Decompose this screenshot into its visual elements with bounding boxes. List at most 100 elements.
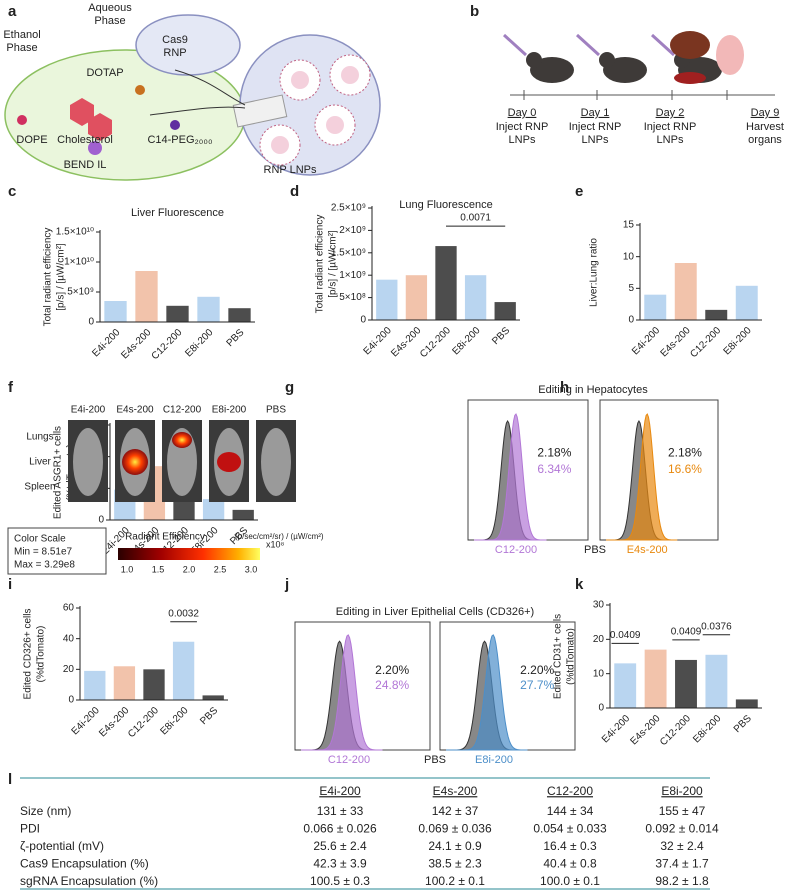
label: Phase	[6, 42, 37, 54]
table-cell: 32 ± 2.4	[660, 839, 704, 853]
treated-histogram	[446, 634, 528, 751]
x-tick-label: C12-200	[688, 325, 723, 360]
label: 1.5	[152, 564, 165, 574]
bar	[104, 301, 127, 322]
panel-label: l	[8, 771, 12, 788]
panel-label: f	[8, 379, 14, 396]
y-axis-label: Total radiant efficiency	[315, 215, 326, 314]
panel-label: g	[285, 379, 294, 396]
x-tick-label: PBS	[225, 327, 247, 349]
bar	[84, 670, 106, 700]
x-tick-label: E4i-200	[630, 325, 662, 357]
x-tick-label: C12-200	[150, 327, 185, 362]
label: Color Scale	[14, 534, 66, 545]
lung	[716, 35, 744, 75]
bar	[228, 308, 251, 322]
y-tick-label: 20	[63, 664, 75, 675]
table-cell: 0.069 ± 0.036	[418, 822, 492, 836]
lnp-core	[271, 136, 289, 154]
panel-label: d	[290, 183, 299, 200]
table-cell: 25.6 ± 2.4	[313, 839, 367, 853]
x-tick-label: PBS	[732, 713, 754, 735]
y-tick-label: 0	[98, 515, 104, 526]
panel-label: c	[8, 183, 16, 200]
panel-label: b	[470, 3, 479, 20]
bar	[202, 499, 225, 520]
scale-box	[7, 527, 107, 575]
table-cell: 100.0 ± 0.1	[540, 874, 600, 888]
label: C12-200	[328, 754, 370, 766]
table-cell: 24.1 ± 0.9	[428, 839, 482, 853]
signal	[122, 449, 148, 475]
syringe	[650, 33, 676, 57]
y-tick-label: 5	[628, 283, 634, 294]
y-tick-label: 0	[628, 315, 634, 326]
x-tick-label: PBS	[198, 705, 220, 727]
table-header: E4i-200	[319, 784, 361, 798]
row-label: PDI	[20, 822, 40, 836]
percent: 2.20%	[520, 663, 554, 677]
y-axis-label: Total radiant efficiency	[43, 228, 54, 327]
label: Lungs	[26, 432, 53, 443]
bar	[135, 271, 158, 322]
bar	[435, 246, 457, 320]
syringe	[502, 33, 528, 57]
y-tick-label: 1×10⁹	[339, 270, 366, 281]
y-axis-label: Edited ASGR1+ cells	[53, 426, 64, 519]
label: DOTAP	[86, 67, 123, 79]
y-tick-label: 40	[63, 633, 75, 644]
label: E4s-200	[116, 405, 154, 416]
bar	[405, 275, 428, 320]
bar	[166, 305, 189, 322]
table-cell: 100.2 ± 0.1	[425, 874, 485, 888]
panel-label: i	[8, 576, 12, 593]
label: 3.0	[245, 564, 258, 574]
table-cell: 0.066 ± 0.026	[303, 822, 377, 836]
label: E4i-200	[71, 405, 106, 416]
label: C14-PEG₂₀₀₀	[147, 134, 212, 146]
table-header: C12-200	[547, 784, 593, 798]
cholesterol	[70, 98, 112, 141]
label: Phase	[94, 15, 125, 27]
y-tick-label: 60	[63, 603, 75, 614]
y-axis-label: Edited CD326+ cells	[23, 609, 34, 700]
annotation: 0.0376	[701, 621, 732, 632]
histogram-frame	[294, 621, 431, 751]
colorbar	[118, 548, 260, 560]
percent: 2.18%	[537, 445, 571, 459]
y-tick-label: 5×10⁹	[67, 287, 94, 298]
x-tick-label: E8i-200	[691, 713, 723, 745]
label: LNPs	[582, 134, 609, 146]
label: Inject RNP	[496, 121, 549, 133]
y-axis-label: Liver:Lung ratio	[589, 238, 600, 307]
y-axis-label: [p/s] / [µW/cm²]	[328, 230, 339, 298]
liver	[670, 31, 710, 59]
label: RNP LNPs	[264, 164, 317, 176]
label: Min = 8.51e7	[14, 547, 73, 558]
annotation: 0.0071	[460, 213, 491, 224]
treated-histogram	[301, 634, 383, 751]
label: Max = 3.29e8	[14, 560, 75, 571]
x-tick-label: C12-200	[658, 713, 693, 748]
aqueous-phase	[135, 14, 241, 76]
bar	[735, 699, 758, 708]
table-header: E4s-200	[433, 784, 478, 798]
annotation: 0.0409	[671, 627, 702, 638]
bar	[202, 695, 224, 700]
dotap	[135, 85, 145, 95]
label: PBS	[424, 754, 446, 766]
bar	[143, 669, 165, 700]
bar	[376, 279, 398, 320]
label: 2.5	[214, 564, 227, 574]
y-tick-label: 2×10⁹	[339, 225, 366, 236]
bar	[644, 294, 667, 320]
annotation: 0.0409	[610, 630, 641, 641]
lnp-core	[326, 116, 344, 134]
percent: 16.6%	[668, 462, 702, 476]
x-tick-label: E4s-200	[119, 327, 153, 361]
table-cell: 100.5 ± 0.3	[310, 874, 370, 888]
treated-histogram	[474, 413, 547, 541]
x-tick-label: E4s-200	[628, 713, 662, 747]
y-tick-label: 30	[593, 600, 605, 611]
